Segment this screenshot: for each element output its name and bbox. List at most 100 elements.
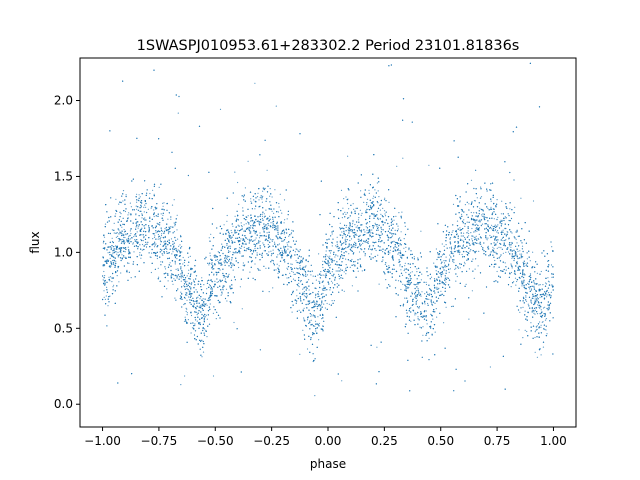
data-point [540,309,542,311]
data-point [408,278,410,280]
data-point [153,215,155,218]
data-point [416,268,418,270]
data-point [508,219,510,222]
data-point [267,243,269,246]
data-point [490,200,492,202]
data-point [122,200,124,202]
data-point [491,251,493,253]
data-point [361,212,363,214]
data-point [233,252,235,254]
data-point [206,336,208,338]
data-point [144,244,146,246]
data-point [118,281,120,283]
data-point [340,268,342,270]
data-point [441,266,443,268]
data-point [219,108,222,110]
data-point [379,209,381,211]
data-point [477,220,480,222]
data-point [155,243,157,245]
data-point [271,196,273,198]
data-point [320,304,322,306]
data-point [253,224,255,227]
data-point [303,317,305,319]
data-point [314,395,316,397]
data-point [145,206,147,208]
data-point [217,281,220,283]
data-point [388,201,390,203]
data-point [463,261,466,263]
data-point [269,215,271,217]
data-point [510,263,512,265]
data-point [348,208,350,210]
data-point [109,295,111,297]
data-point [270,255,272,257]
data-point [354,260,356,263]
data-point [333,260,336,262]
data-point [223,276,225,279]
data-point [167,280,169,282]
data-point [410,320,412,322]
data-point [480,245,483,247]
data-point [481,214,483,216]
data-point [540,324,542,326]
data-point [213,273,215,275]
data-point [289,272,291,274]
data-point [420,279,422,281]
data-point [354,224,356,226]
data-point [197,296,199,298]
data-point [475,238,477,240]
data-point [474,250,477,253]
data-point [254,208,256,210]
data-point [424,293,426,295]
data-point [376,182,378,184]
data-point [344,238,346,240]
data-point [485,216,487,218]
data-point [238,249,240,251]
data-point [166,252,168,254]
data-point [403,238,405,240]
data-point [218,263,220,265]
data-point [232,240,234,242]
data-point [268,235,270,237]
data-point [394,229,396,231]
data-point [428,337,430,339]
data-point [510,246,512,248]
data-point [474,221,476,223]
data-point [345,196,347,198]
data-point [267,228,269,230]
data-point [165,244,167,246]
data-point [416,299,418,301]
data-point [357,219,360,221]
data-point [351,212,353,214]
data-point [266,169,268,171]
data-point [229,287,231,289]
data-point [450,256,452,258]
data-point [402,283,404,285]
data-point [257,220,259,222]
data-point [377,190,379,192]
data-point [302,288,304,290]
data-point [150,207,152,209]
data-point [183,303,185,306]
data-point [279,193,281,195]
data-point [384,197,386,199]
data-point [294,273,296,275]
data-point [345,213,347,215]
data-point [345,264,347,266]
data-point [306,319,309,321]
data-point [534,313,536,315]
data-point [266,232,268,234]
data-point [144,204,146,206]
data-point [532,295,534,297]
data-point [473,200,476,202]
data-point [281,250,283,252]
data-point [405,250,407,253]
data-point [331,233,333,235]
data-point [109,257,111,259]
data-point [232,225,234,227]
data-point [123,236,125,238]
data-point [162,202,164,204]
data-point [227,246,230,248]
data-point [526,330,528,333]
data-point [530,288,533,290]
